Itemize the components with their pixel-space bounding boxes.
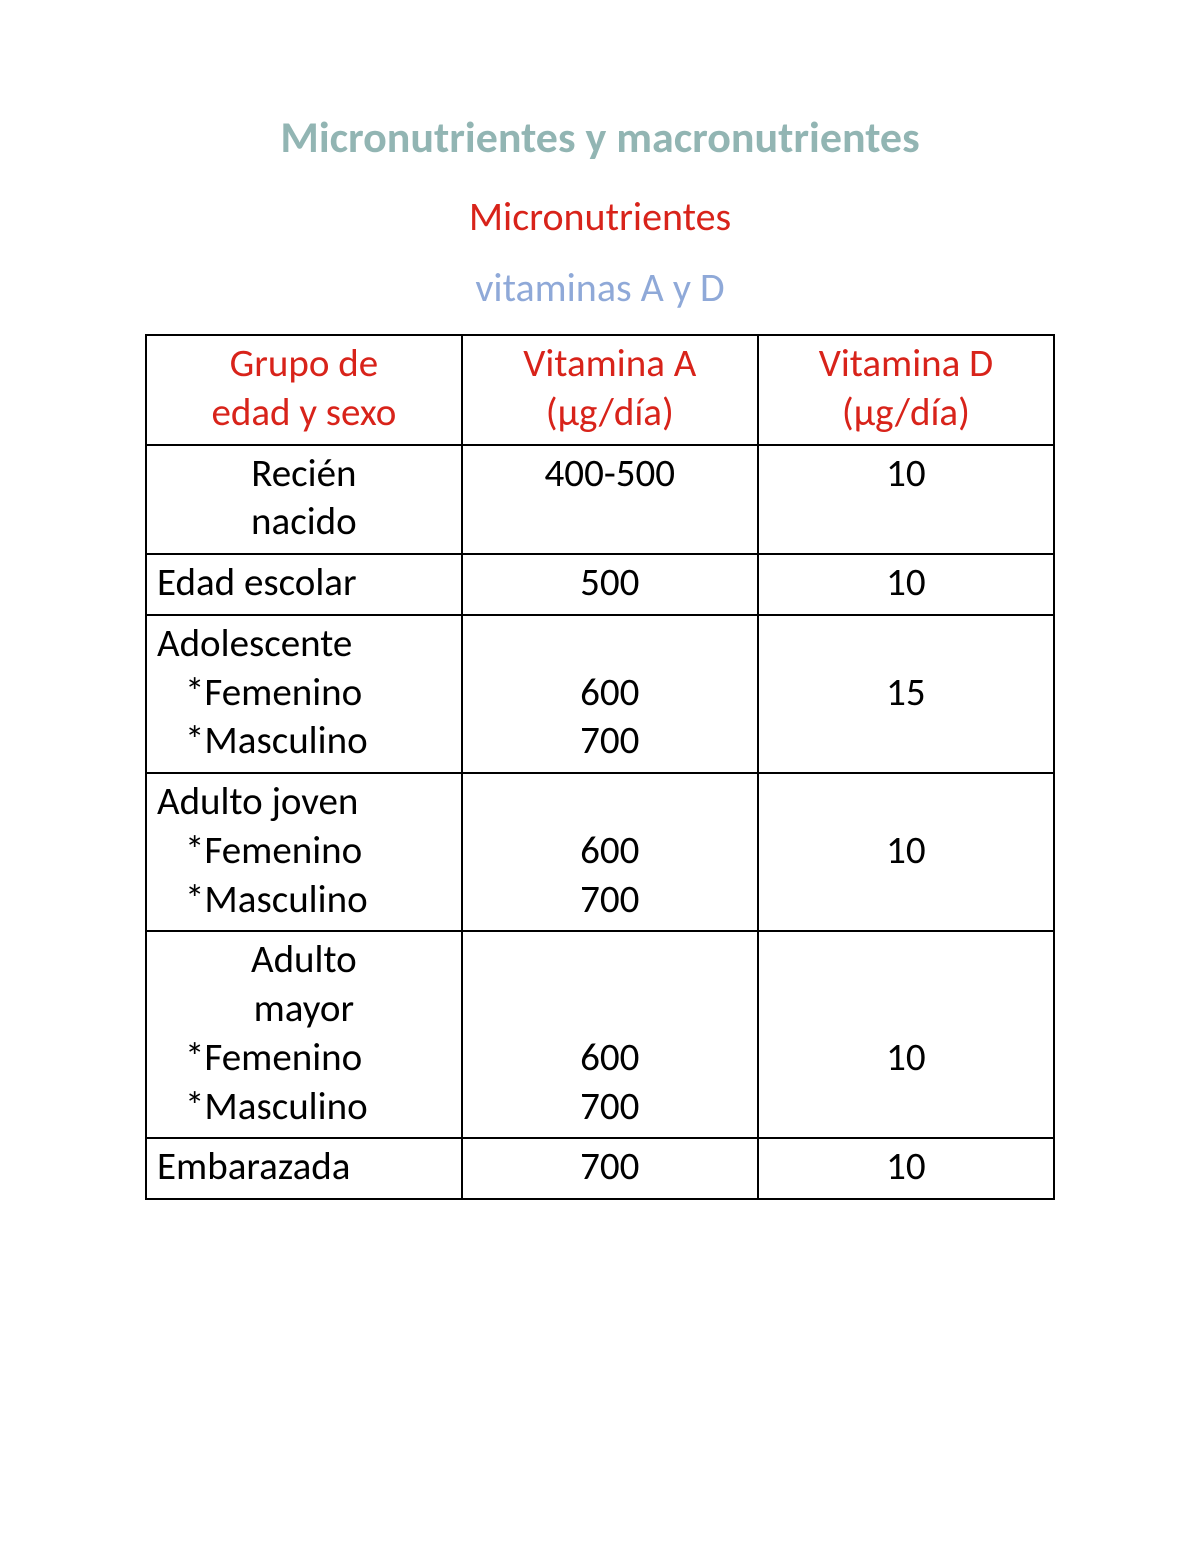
cell-text <box>769 717 1043 766</box>
cell-vita: 600 700 <box>462 615 758 773</box>
col-header-text: Grupo de <box>230 340 378 387</box>
table-row: Adolescente *Femenino *Masculino 600 700… <box>146 615 1054 773</box>
cell-text <box>473 985 747 1034</box>
cell-vita: 700 <box>462 1138 758 1199</box>
cell-text <box>473 778 747 827</box>
cell-text: Recién <box>251 450 356 497</box>
cell-text <box>769 620 1043 669</box>
cell-text: 600 <box>473 827 747 876</box>
document-page: Micronutrientes y macronutrientes Micron… <box>0 0 1200 1200</box>
cell-vitd: 10 <box>758 554 1054 615</box>
cell-vita: 600 700 <box>462 931 758 1138</box>
cell-sub: *Femenino <box>157 1034 451 1083</box>
cell-vita: 400-500 <box>462 445 758 555</box>
cell-text <box>473 936 747 985</box>
table-row: Edad escolar 500 10 <box>146 554 1054 615</box>
cell-text: nacido <box>251 498 357 545</box>
cell-text: 10 <box>769 827 1043 876</box>
cell-vita: 500 <box>462 554 758 615</box>
cell-text: 10 <box>886 559 926 606</box>
table-header-row: Grupo de edad y sexo Vitamina A (µg/día)… <box>146 335 1054 445</box>
col-header-vita: Vitamina A (µg/día) <box>462 335 758 445</box>
nutrients-table: Grupo de edad y sexo Vitamina A (µg/día)… <box>145 334 1055 1200</box>
cell-group: Edad escolar <box>146 554 462 615</box>
cell-group: Recién nacido <box>146 445 462 555</box>
cell-text: 500 <box>580 559 639 606</box>
table-row: Adulto mayor *Femenino *Masculino 600 70… <box>146 931 1054 1138</box>
col-header-text: (µg/día) <box>842 389 970 436</box>
cell-group: Adulto mayor *Femenino *Masculino <box>146 931 462 1138</box>
col-header-text: Vitamina D <box>819 340 993 387</box>
table-row: Embarazada 700 10 <box>146 1138 1054 1199</box>
table-row: Recién nacido 400-500 10 <box>146 445 1054 555</box>
col-header-group: Grupo de edad y sexo <box>146 335 462 445</box>
cell-text: Adulto <box>157 936 451 985</box>
col-header-text: (µg/día) <box>546 389 674 436</box>
cell-text: Adolescente <box>157 620 352 667</box>
col-header-vitd: Vitamina D (µg/día) <box>758 335 1054 445</box>
cell-text: 700 <box>473 876 747 925</box>
cell-sub: *Masculino <box>157 1083 451 1132</box>
cell-text <box>769 936 1043 985</box>
cell-text: 400-500 <box>545 450 676 497</box>
cell-text: 10 <box>886 1143 926 1190</box>
cell-text: 15 <box>769 669 1043 718</box>
cell-sub: *Femenino <box>157 827 451 876</box>
cell-text <box>769 1083 1043 1132</box>
cell-sub: *Masculino <box>157 717 451 766</box>
col-header-text: edad y sexo <box>211 389 396 436</box>
cell-group: Adulto joven *Femenino *Masculino <box>146 773 462 931</box>
cell-sub: *Masculino <box>157 876 451 925</box>
cell-text: Adulto joven <box>157 778 358 825</box>
cell-vitd: 10 <box>758 445 1054 555</box>
cell-text <box>769 985 1043 1034</box>
cell-group: Embarazada <box>146 1138 462 1199</box>
cell-sub: *Femenino <box>157 669 451 718</box>
cell-text: 10 <box>886 450 926 497</box>
title-main: Micronutrientes y macronutrientes <box>0 110 1200 164</box>
title-sub: Micronutrientes <box>0 192 1200 241</box>
cell-text: 700 <box>580 1143 639 1190</box>
title-sub2: vitaminas A y D <box>0 263 1200 312</box>
cell-text: Embarazada <box>157 1143 350 1190</box>
cell-text: Edad escolar <box>157 559 357 606</box>
cell-text <box>769 876 1043 925</box>
cell-vitd: 10 <box>758 1138 1054 1199</box>
cell-vitd: 10 <box>758 931 1054 1138</box>
cell-vitd: 15 <box>758 615 1054 773</box>
cell-vitd: 10 <box>758 773 1054 931</box>
cell-vita: 600 700 <box>462 773 758 931</box>
cell-text: mayor <box>157 985 451 1034</box>
cell-group: Adolescente *Femenino *Masculino <box>146 615 462 773</box>
cell-text <box>769 778 1043 827</box>
cell-text <box>473 620 747 669</box>
cell-text: 700 <box>473 717 747 766</box>
cell-text: 10 <box>769 1034 1043 1083</box>
cell-text: 600 <box>473 1034 747 1083</box>
cell-text: 700 <box>473 1083 747 1132</box>
col-header-text: Vitamina A <box>523 340 696 387</box>
table-row: Adulto joven *Femenino *Masculino 600 70… <box>146 773 1054 931</box>
cell-text: 600 <box>473 669 747 718</box>
